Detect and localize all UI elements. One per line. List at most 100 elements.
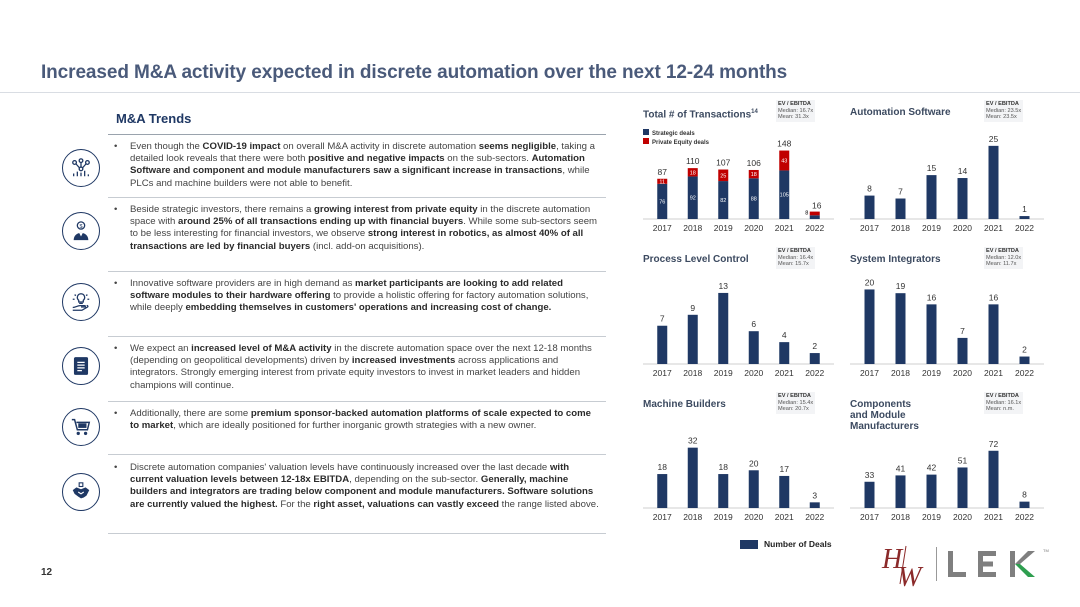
bar-value-label: 2: [1022, 345, 1027, 355]
bar-total-label: 16: [812, 201, 822, 211]
bar: [687, 314, 698, 364]
legend-label: Private Equity deals: [652, 140, 710, 146]
ev-ebitda-label: EV / EBITDA: [778, 393, 811, 399]
trend-bullet-outlook: • We expect an increased level of M&A act…: [114, 343, 592, 391]
x-tick-label: 2020: [744, 512, 763, 522]
bullet-text-segment: to provide a holistic offering for facto…: [130, 290, 589, 314]
bar: [926, 474, 937, 508]
bar: [687, 447, 698, 508]
logo-divider: [936, 547, 937, 581]
svg-text:$: $: [79, 224, 82, 230]
ev-ebitda-box: EV / EBITDA Median: 12.0x Mean: 11.7x: [984, 247, 1024, 269]
bar-value-label: 7: [898, 187, 903, 197]
chart-plot: 7 2017 9 2018 13 2019 6 2020 4 2021 2 2022: [643, 281, 834, 378]
bar-total-label: 148: [777, 139, 791, 149]
bar: [657, 325, 668, 364]
ev-ebitda-median: Median: 12.0x: [986, 254, 1022, 261]
bar: [718, 474, 729, 508]
bullet-text-segment: on the sub-sectors.: [444, 153, 532, 165]
chart-title-text: Machine Builders: [643, 399, 726, 410]
bar-value-label: 41: [896, 463, 906, 473]
investor-icon: $: [62, 212, 100, 250]
bar: [779, 475, 790, 508]
bar: [926, 175, 937, 219]
ev-ebitda-label: EV / EBITDA: [778, 101, 811, 107]
bar: [748, 331, 759, 364]
bar-strategic: [718, 181, 729, 219]
chart-title: Components and Module Manufacturers: [850, 399, 919, 432]
trademark-mark: TM: [1043, 548, 1049, 553]
x-tick-label: 2017: [653, 223, 672, 233]
bullet-text-segment: in the discrete automation space with: [130, 204, 591, 228]
bar-private-equity: [779, 150, 790, 171]
ev-ebitda-box: EV / EBITDA Median: 16.1x Mean: n.m.: [984, 392, 1024, 414]
bar-value-label: 13: [719, 281, 729, 291]
bullet-text-segment: increased level of M&A activity: [191, 343, 332, 354]
x-tick-label: 2018: [683, 368, 702, 378]
chart-title-line: Components: [850, 399, 912, 410]
ev-ebitda-mean: Mean: n.m.: [986, 406, 1014, 413]
bullet-text-segment: premium sponsor-backed automation platfo…: [130, 408, 591, 432]
bar-value-label: 20: [865, 277, 875, 287]
bullet-text-segment: in the discrete automation space over th…: [130, 343, 592, 367]
bullet-text-segment: COVID-19 impact: [202, 141, 281, 152]
shopping-cart-icon: [62, 408, 100, 446]
x-tick-label: 2022: [805, 223, 824, 233]
chart-plot: Strategic deals Private Equity deals 76 11 8…: [643, 129, 834, 233]
bullet-text-segment: (incl. add-on acquisitions).: [310, 240, 425, 252]
legend-swatch: [643, 129, 649, 135]
network-chart-icon: [62, 149, 100, 187]
bullet-text-segment: growing interest from private equity: [313, 204, 478, 215]
x-tick-label: 2021: [775, 223, 794, 233]
bar-value-label: 7: [660, 314, 665, 324]
bar-label-strategic: 105: [780, 193, 789, 199]
x-tick-label: 2017: [860, 223, 879, 233]
x-tick-label: 2018: [891, 223, 910, 233]
x-tick-label: 2019: [922, 512, 941, 522]
legend-label: Strategic deals: [652, 131, 695, 137]
x-tick-label: 2022: [1015, 368, 1034, 378]
ev-ebitda-median: Median: 16.4x: [778, 254, 814, 261]
bar-total-label: 107: [716, 158, 730, 168]
bar: [1019, 216, 1030, 219]
bullet-text-segment: market participants are looking to add r…: [130, 278, 563, 302]
ev-ebitda-label: EV / EBITDA: [986, 248, 1019, 254]
bar-value-label: 16: [989, 292, 999, 302]
x-tick-label: 2019: [922, 223, 941, 233]
ev-ebitda-median: Median: 23.5x: [986, 107, 1022, 114]
bar-value-label: 18: [658, 462, 668, 472]
bar-value-label: 4: [782, 330, 787, 340]
bullet-text-segment: with current valuation levels between 12…: [130, 462, 570, 486]
title-divider: [0, 92, 1080, 93]
bullet-text-segment: Automation Software and component and mo…: [130, 153, 585, 177]
svg-text:H: H: [881, 544, 904, 575]
bullet-divider: [108, 454, 606, 455]
bullet-text-segment: strong interest in robotics, as almost 4…: [130, 228, 584, 252]
bar: [809, 502, 820, 508]
bullet-text-segment: Additionally, there are some: [130, 408, 251, 419]
ev-ebitda-mean: Mean: 11.7x: [986, 261, 1017, 268]
bar-total-label: 87: [658, 167, 668, 177]
bullet-text-segment: seems negligible: [478, 141, 557, 152]
x-tick-label: 2019: [714, 223, 733, 233]
trends-heading: M&A Trends: [116, 111, 192, 126]
ev-ebitda-box: EV / EBITDA Median: 16.7x Mean: 31.3x: [776, 100, 816, 122]
bullet-text-segment: Discrete automation companies' valuation…: [130, 462, 550, 473]
bullet-text-segment: increased investments: [351, 355, 456, 367]
hw-logo: H W: [881, 544, 924, 588]
bar-value-label: 8: [867, 184, 872, 194]
bar: [748, 470, 759, 508]
chart-title: System Integrators: [850, 254, 941, 265]
ev-ebitda-mean: Mean: 15.7x: [778, 261, 809, 268]
bar-private-equity: [748, 169, 759, 179]
bar-label-private-equity: 11: [659, 179, 665, 185]
bar: [988, 145, 999, 219]
bar-value-label: 18: [719, 462, 729, 472]
ev-ebitda-median: Median: 16.1x: [986, 399, 1022, 406]
bar-label-strategic: 92: [690, 196, 696, 202]
bar-private-equity: [687, 168, 698, 177]
bullet-text-segment: , while PLCs and machine builders were n…: [130, 165, 590, 189]
ev-ebitda-mean: Mean: 23.5x: [986, 114, 1017, 121]
bar-label-strategic: 8: [805, 210, 808, 216]
x-tick-label: 2021: [984, 368, 1003, 378]
